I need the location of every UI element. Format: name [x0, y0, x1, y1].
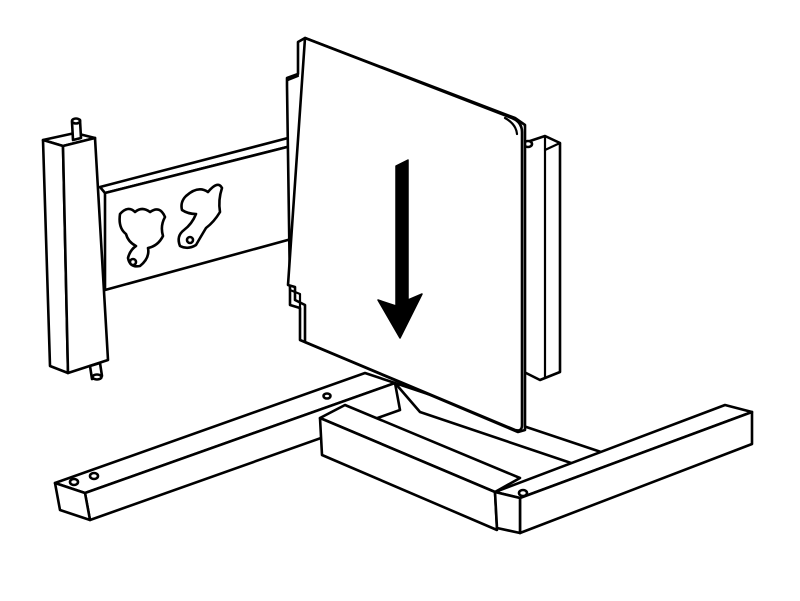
base-short-rail	[318, 403, 522, 532]
left-upright-post	[41, 117, 110, 381]
down-arrow-icon	[377, 159, 423, 339]
horse-cutout-icon	[177, 183, 224, 250]
dog-cutout-icon	[118, 207, 167, 268]
back-upright-post	[522, 134, 562, 382]
base-right-rail	[493, 403, 754, 535]
horizontal-board-with-animal-cutouts	[98, 136, 297, 292]
